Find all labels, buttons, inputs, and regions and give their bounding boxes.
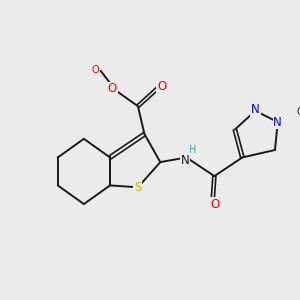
Text: N: N [273,116,282,128]
Text: O: O [297,107,300,117]
Text: S: S [134,181,142,194]
Text: O: O [211,198,220,211]
Text: H: H [189,146,196,155]
Text: O: O [108,82,117,95]
Text: N: N [181,154,189,167]
Text: O: O [92,65,99,75]
Text: N: N [251,103,260,116]
Text: O: O [157,80,167,94]
